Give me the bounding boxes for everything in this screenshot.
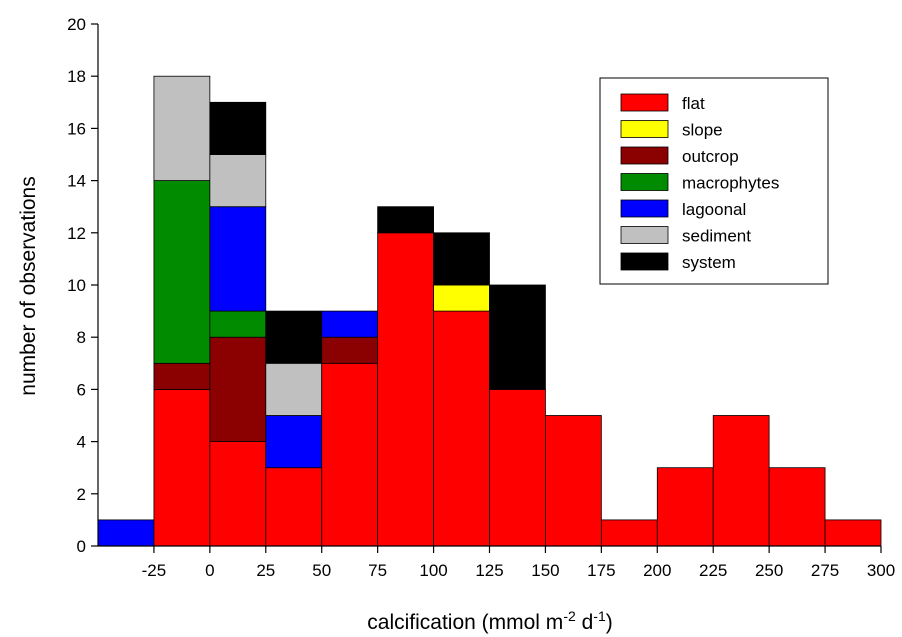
bar-flat-bin-7 xyxy=(489,388,546,547)
y-tick-label-8: 16 xyxy=(67,119,86,138)
bar-system-bin-5 xyxy=(377,206,434,234)
bar-slope-bin-6 xyxy=(433,284,490,312)
bar-flat-bin-5 xyxy=(377,232,434,547)
bar-flat-bin-3 xyxy=(265,467,323,547)
x-tick-label-6: 125 xyxy=(475,561,503,580)
bar-system-bin-6 xyxy=(433,232,490,286)
x-tick-label-9: 200 xyxy=(643,561,671,580)
legend-label-flat: flat xyxy=(682,94,705,113)
y-tick-label-4: 8 xyxy=(77,328,86,347)
x-tick-label-13: 300 xyxy=(867,561,895,580)
y-tick-label-1: 2 xyxy=(77,485,86,504)
x-tick-label-0: -25 xyxy=(142,561,167,580)
bar-flat-bin-10 xyxy=(656,467,714,547)
bar-macrophytes-bin-1 xyxy=(153,180,211,364)
legend-swatch-macrophytes xyxy=(620,173,669,191)
x-axis-title-suffix: ) xyxy=(606,611,613,634)
legend-swatch-slope xyxy=(620,120,669,138)
x-tick-label-7: 150 xyxy=(531,561,559,580)
legend-label-macrophytes: macrophytes xyxy=(682,174,779,193)
bar-outcrop-bin-1 xyxy=(153,362,211,390)
bar-flat-bin-1 xyxy=(153,388,211,547)
x-tick-label-1: 0 xyxy=(205,561,214,580)
y-axis-title: number of observations xyxy=(17,176,40,395)
legend-swatch-outcrop xyxy=(620,146,669,165)
x-tick-label-11: 250 xyxy=(755,561,783,580)
bar-system-bin-2 xyxy=(209,101,267,155)
y-tick-label-9: 18 xyxy=(67,67,86,86)
bar-flat-bin-2 xyxy=(209,441,267,547)
y-tick-label-3: 6 xyxy=(77,380,86,399)
x-tick-label-3: 50 xyxy=(312,561,331,580)
bar-flat-bin-9 xyxy=(600,519,658,547)
x-axis-title-mid: d xyxy=(576,611,594,634)
legend-label-lagoonal: lagoonal xyxy=(682,200,746,219)
y-tick-label-6: 12 xyxy=(67,224,86,243)
bar-sediment-bin-3 xyxy=(265,362,323,416)
bar-sediment-bin-1 xyxy=(153,75,211,181)
axes-layer: 0 2 4 6 8 10 12 14 16 18 20 -25 0 25 50 75 100 125 150 175 2… xyxy=(67,15,895,580)
x-axis-title-sup2: -1 xyxy=(593,608,606,624)
bar-lagoonal-bin-4 xyxy=(321,310,379,338)
bar-lagoonal-bin-0 xyxy=(97,519,155,547)
y-tick-label-0: 0 xyxy=(77,537,86,556)
bar-flat-bin-8 xyxy=(545,415,602,547)
x-tick-label-10: 225 xyxy=(699,561,727,580)
x-tick-label-2: 25 xyxy=(256,561,275,580)
x-tick-label-8: 175 xyxy=(587,561,615,580)
bars-layer xyxy=(97,75,882,547)
legend: flat slope outcrop macrophytes lagoonal sedim… xyxy=(599,77,829,285)
bar-system-bin-3 xyxy=(265,310,323,364)
y-tick-label-10: 20 xyxy=(67,15,86,34)
x-tick-label-12: 275 xyxy=(811,561,839,580)
y-tick-label-7: 14 xyxy=(67,172,86,191)
legend-swatch-flat xyxy=(620,93,669,112)
legend-swatch-lagoonal xyxy=(620,199,669,218)
x-axis-title-prefix: calcification (mmol m xyxy=(367,611,563,634)
bar-outcrop-bin-4 xyxy=(321,336,379,364)
legend-swatch-system xyxy=(620,252,669,271)
bar-system-bin-7 xyxy=(489,284,546,390)
y-tick-label-5: 10 xyxy=(67,276,86,295)
x-tick-label-4: 75 xyxy=(368,561,387,580)
bar-flat-bin-4 xyxy=(321,362,379,547)
legend-label-sediment: sediment xyxy=(682,227,751,246)
bar-flat-bin-6 xyxy=(433,310,490,547)
legend-swatch-sediment xyxy=(620,226,669,244)
bar-flat-bin-12 xyxy=(768,467,826,547)
bar-outcrop-bin-2 xyxy=(209,336,267,443)
bar-macrophytes-bin-2 xyxy=(209,310,267,338)
bar-lagoonal-bin-3 xyxy=(265,415,323,469)
y-tick-label-2: 4 xyxy=(77,433,86,452)
x-axis-title: calcification (mmol m-2 d-1) xyxy=(367,608,612,634)
legend-label-outcrop: outcrop xyxy=(682,147,739,166)
x-tick-label-5: 100 xyxy=(419,561,447,580)
bar-sediment-bin-2 xyxy=(209,154,267,208)
legend-label-slope: slope xyxy=(682,121,723,140)
legend-label-system: system xyxy=(682,253,736,272)
x-axis-title-sup1: -2 xyxy=(563,608,576,624)
bar-lagoonal-bin-2 xyxy=(209,206,267,312)
bar-flat-bin-13 xyxy=(824,519,882,547)
bar-flat-bin-11 xyxy=(712,415,770,547)
